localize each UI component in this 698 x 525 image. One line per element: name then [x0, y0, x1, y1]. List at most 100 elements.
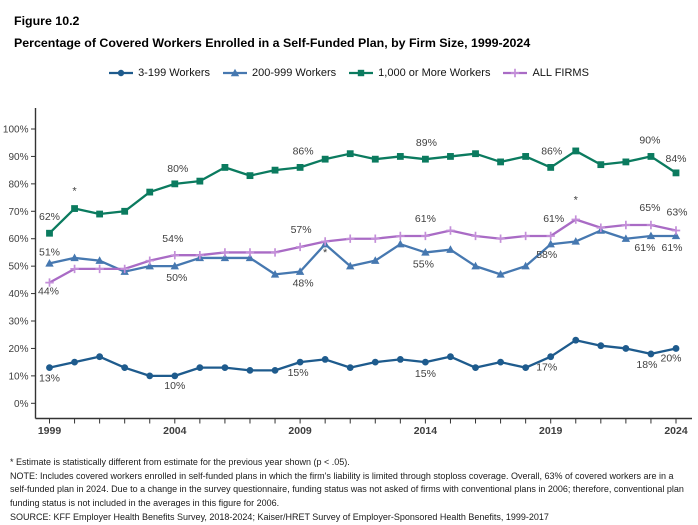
point-label: 61%: [415, 213, 436, 225]
point-label: 61%: [661, 242, 682, 254]
data-point-marker: [346, 261, 355, 270]
data-point-marker: [71, 205, 78, 212]
y-tick-label: 0%: [14, 399, 29, 410]
data-point-marker: [671, 231, 681, 240]
legend-label: 200-999 Workers: [252, 67, 337, 79]
data-point-marker: [171, 180, 179, 188]
point-label: 10%: [164, 380, 185, 392]
y-tick-label: 90%: [8, 152, 28, 163]
data-point-marker: [196, 364, 204, 372]
data-point-marker: [371, 155, 379, 163]
point-labels: 13% 10% 15% 15% 17% 18%20% 51% 50% 48% 55% 58% 61% 6…: [38, 134, 688, 391]
x-tick-label: 1999: [38, 425, 62, 437]
data-point-marker: [396, 356, 404, 363]
data-point-marker: [320, 237, 330, 246]
data-point-marker: [421, 231, 430, 241]
data-point-marker: [447, 353, 454, 361]
y-tick-label: 70%: [8, 207, 28, 218]
data-point-marker: [171, 372, 179, 380]
point-label: 18%: [636, 359, 657, 371]
footnote-note: NOTE: Includes covered workers enrolled …: [10, 470, 684, 509]
legend-item-1-000-or-more-workers: 1,000 or More Workers: [349, 67, 490, 79]
data-point-marker: [346, 234, 355, 243]
legend-label: 3-199 Workers: [138, 67, 210, 79]
data-point-marker: [647, 153, 655, 160]
data-point-marker: [672, 169, 680, 177]
data-point-marker: [95, 256, 104, 264]
data-point-marker: [220, 253, 230, 262]
data-point-marker: [622, 158, 630, 166]
data-point-marker: [270, 248, 280, 257]
footnote-asterisk: * Estimate is statistically different fr…: [10, 457, 350, 467]
series-line: [48, 339, 678, 378]
data-point-marker: [46, 229, 53, 237]
data-point-marker: [246, 366, 254, 374]
series-3-199-workers: [46, 336, 680, 380]
y-tick-label: 50%: [8, 262, 28, 273]
data-point-marker: [371, 234, 380, 243]
data-point-marker: [471, 231, 480, 241]
data-point-marker: [371, 256, 380, 264]
data-point-marker: [245, 248, 255, 257]
data-point-marker: [295, 242, 305, 252]
data-point-marker: [546, 231, 555, 241]
data-point-marker: [597, 342, 605, 350]
data-point-marker: [572, 336, 580, 344]
data-point-marker: [471, 261, 480, 270]
legend-label: ALL FIRMS: [532, 67, 589, 79]
data-point-marker: [45, 259, 54, 267]
series-line: [48, 229, 678, 276]
data-point-marker: [96, 353, 104, 361]
series-200-999-workers: [45, 226, 681, 278]
data-point-marker: [472, 364, 479, 372]
data-point-marker: [446, 226, 455, 235]
point-label: 65%: [639, 202, 660, 214]
data-point-marker: [621, 234, 631, 242]
data-point-marker: [497, 158, 504, 166]
data-point-marker: [396, 153, 404, 160]
x-tick-label: 2024: [664, 425, 688, 437]
data-point-marker: [196, 177, 204, 185]
data-point-marker: [571, 215, 580, 224]
data-point-marker: [145, 261, 154, 270]
data-point-marker: [522, 364, 530, 372]
data-point-marker: [421, 248, 430, 256]
series-line: [48, 149, 678, 235]
data-point-marker: [121, 364, 129, 372]
point-label: 55%: [413, 258, 434, 270]
data-point-marker: [521, 261, 530, 270]
legend-label: 1,000 or More Workers: [378, 67, 491, 79]
point-label: 20%: [660, 352, 681, 364]
x-tick-label: 2009: [288, 425, 312, 437]
legend-marker-plus-icon: [503, 68, 528, 78]
data-point-marker: [46, 364, 53, 372]
figure-title: Percentage of Covered Workers Enrolled i…: [14, 36, 531, 50]
data-point-marker: [96, 210, 104, 218]
point-label: 62%: [39, 211, 60, 223]
footnotes: * Estimate is statistically different fr…: [10, 456, 688, 524]
significance-asterisk: *: [323, 247, 328, 259]
point-label: 15%: [415, 368, 436, 380]
point-label: 90%: [639, 134, 660, 146]
point-label: 57%: [291, 224, 312, 236]
significance-marks: * * *: [72, 186, 578, 260]
data-point-marker: [271, 366, 279, 374]
legend-item-all-firms: ALL FIRMS: [503, 67, 589, 79]
significance-asterisk: *: [72, 186, 77, 198]
data-point-marker: [245, 253, 255, 262]
axes: 0% 10% 20% 30% 40% 50% 60% 70% 80% 90% 100% 1999 200…: [3, 108, 692, 437]
data-point-marker: [295, 267, 305, 275]
data-point-marker: [647, 350, 655, 358]
data-point-marker: [321, 155, 329, 163]
data-point-marker: [145, 256, 154, 265]
data-point-marker: [195, 250, 205, 260]
data-point-marker: [121, 207, 129, 215]
data-point-marker: [170, 250, 179, 260]
data-point-marker: [396, 231, 405, 241]
point-label: 86%: [293, 145, 314, 157]
data-point-marker: [446, 245, 455, 253]
point-label: 58%: [536, 249, 557, 261]
data-point-marker: [646, 231, 656, 240]
y-tick-label: 10%: [8, 371, 28, 382]
data-point-marker: [621, 220, 631, 230]
